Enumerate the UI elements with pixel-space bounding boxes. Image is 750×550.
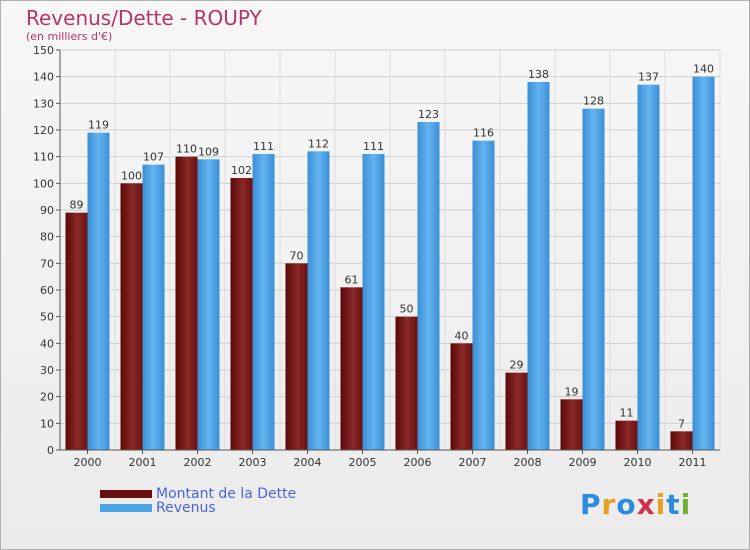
y-tick-label: 120 [33,124,54,137]
data-label: 102 [231,164,252,177]
bar-revenus [362,154,385,450]
y-tick-label: 80 [40,231,54,244]
bars [65,76,715,451]
bar-revenus [637,84,660,451]
logo-letter: i [680,488,692,521]
logo-letter: i [655,488,667,521]
bar-revenus [197,159,220,451]
x-tick-label: 2005 [349,456,377,469]
data-label: 140 [693,63,714,76]
data-label: 128 [583,95,604,108]
y-tick-label: 90 [40,204,54,217]
data-label: 7 [678,417,685,430]
bar-dette [65,212,88,450]
data-label: 119 [88,119,109,132]
bar-dette [615,420,638,450]
data-label: 70 [290,249,304,262]
y-tick-label: 100 [33,177,54,190]
data-label: 111 [253,140,274,153]
x-tick-label: 2004 [294,456,322,469]
axes: 0 10 20 30 40 50 60 70 80 90 100 110 120 130 140 150 200… [33,44,720,469]
y-tick-label: 60 [40,284,54,297]
y-tick-label: 10 [40,417,54,430]
data-label: 137 [638,71,659,84]
logo-letter: o [616,488,637,521]
legend-label-dette: Montant de la Dette [156,486,297,502]
y-tick-label: 150 [33,44,54,57]
y-tick-label: 0 [47,444,54,457]
data-label: 40 [455,329,469,342]
bar-dette [230,178,253,450]
bar-dette [505,372,528,450]
logo-letter: x [636,488,656,521]
chart-title: Revenus/Dette - ROUPY [26,6,262,30]
data-label: 19 [565,385,579,398]
data-label: 100 [121,169,142,182]
data-label: 111 [363,140,384,153]
bar-dette [670,431,693,450]
data-label: 11 [620,407,634,420]
chart-subtitle: (en milliers d'€) [26,30,113,43]
bar-revenus [692,76,715,451]
logo-letter: t [666,488,681,521]
bar-revenus [417,122,440,450]
x-tick-label: 2009 [569,456,597,469]
bar-dette [175,156,198,450]
bar-revenus [527,82,550,450]
bar-revenus [142,164,165,450]
x-tick-label: 2000 [74,456,102,469]
bar-dette [120,183,143,451]
data-label: 116 [473,127,494,140]
x-tick-label: 2003 [239,456,267,469]
proxiti-logo: Proxiti [580,488,691,521]
data-label: 61 [345,273,359,286]
x-tick-label: 2006 [404,456,432,469]
bar-dette [395,316,418,450]
y-tick-label: 30 [40,364,54,377]
bar-revenus [252,154,275,450]
bar-revenus [472,140,495,450]
y-tick-label: 110 [33,151,54,164]
data-label: 50 [400,303,414,316]
logo-letter: P [580,488,602,521]
y-tick-label: 140 [33,71,54,84]
bar-revenus [87,132,110,450]
bar-revenus [307,151,330,451]
x-tick-label: 2011 [679,456,707,469]
legend-label-revenus: Revenus [156,500,216,516]
y-tick-label: 40 [40,337,54,350]
data-label: 123 [418,108,439,121]
data-label: 29 [510,359,524,372]
logo-letter: r [601,488,617,521]
legend-swatch-dette [100,490,152,498]
x-tick-label: 2001 [129,456,157,469]
y-tick-label: 130 [33,97,54,110]
x-tick-label: 2008 [514,456,542,469]
bar-revenus [582,108,605,451]
data-label: 107 [143,151,164,164]
data-label: 112 [308,137,329,150]
legend-swatch-revenus [100,504,152,512]
y-tick-label: 20 [40,391,54,404]
bar-dette [340,287,363,450]
x-tick-label: 2007 [459,456,487,469]
grid-lines [59,49,721,451]
data-label: 138 [528,68,549,81]
bar-dette [560,399,583,450]
x-tick-label: 2010 [624,456,652,469]
data-label: 89 [70,199,84,212]
y-tick-label: 70 [40,257,54,270]
data-label: 110 [176,143,197,156]
x-tick-label: 2002 [184,456,212,469]
bar-dette [450,343,473,450]
bar-dette [285,263,308,450]
y-tick-label: 50 [40,311,54,324]
data-label: 109 [198,145,219,158]
